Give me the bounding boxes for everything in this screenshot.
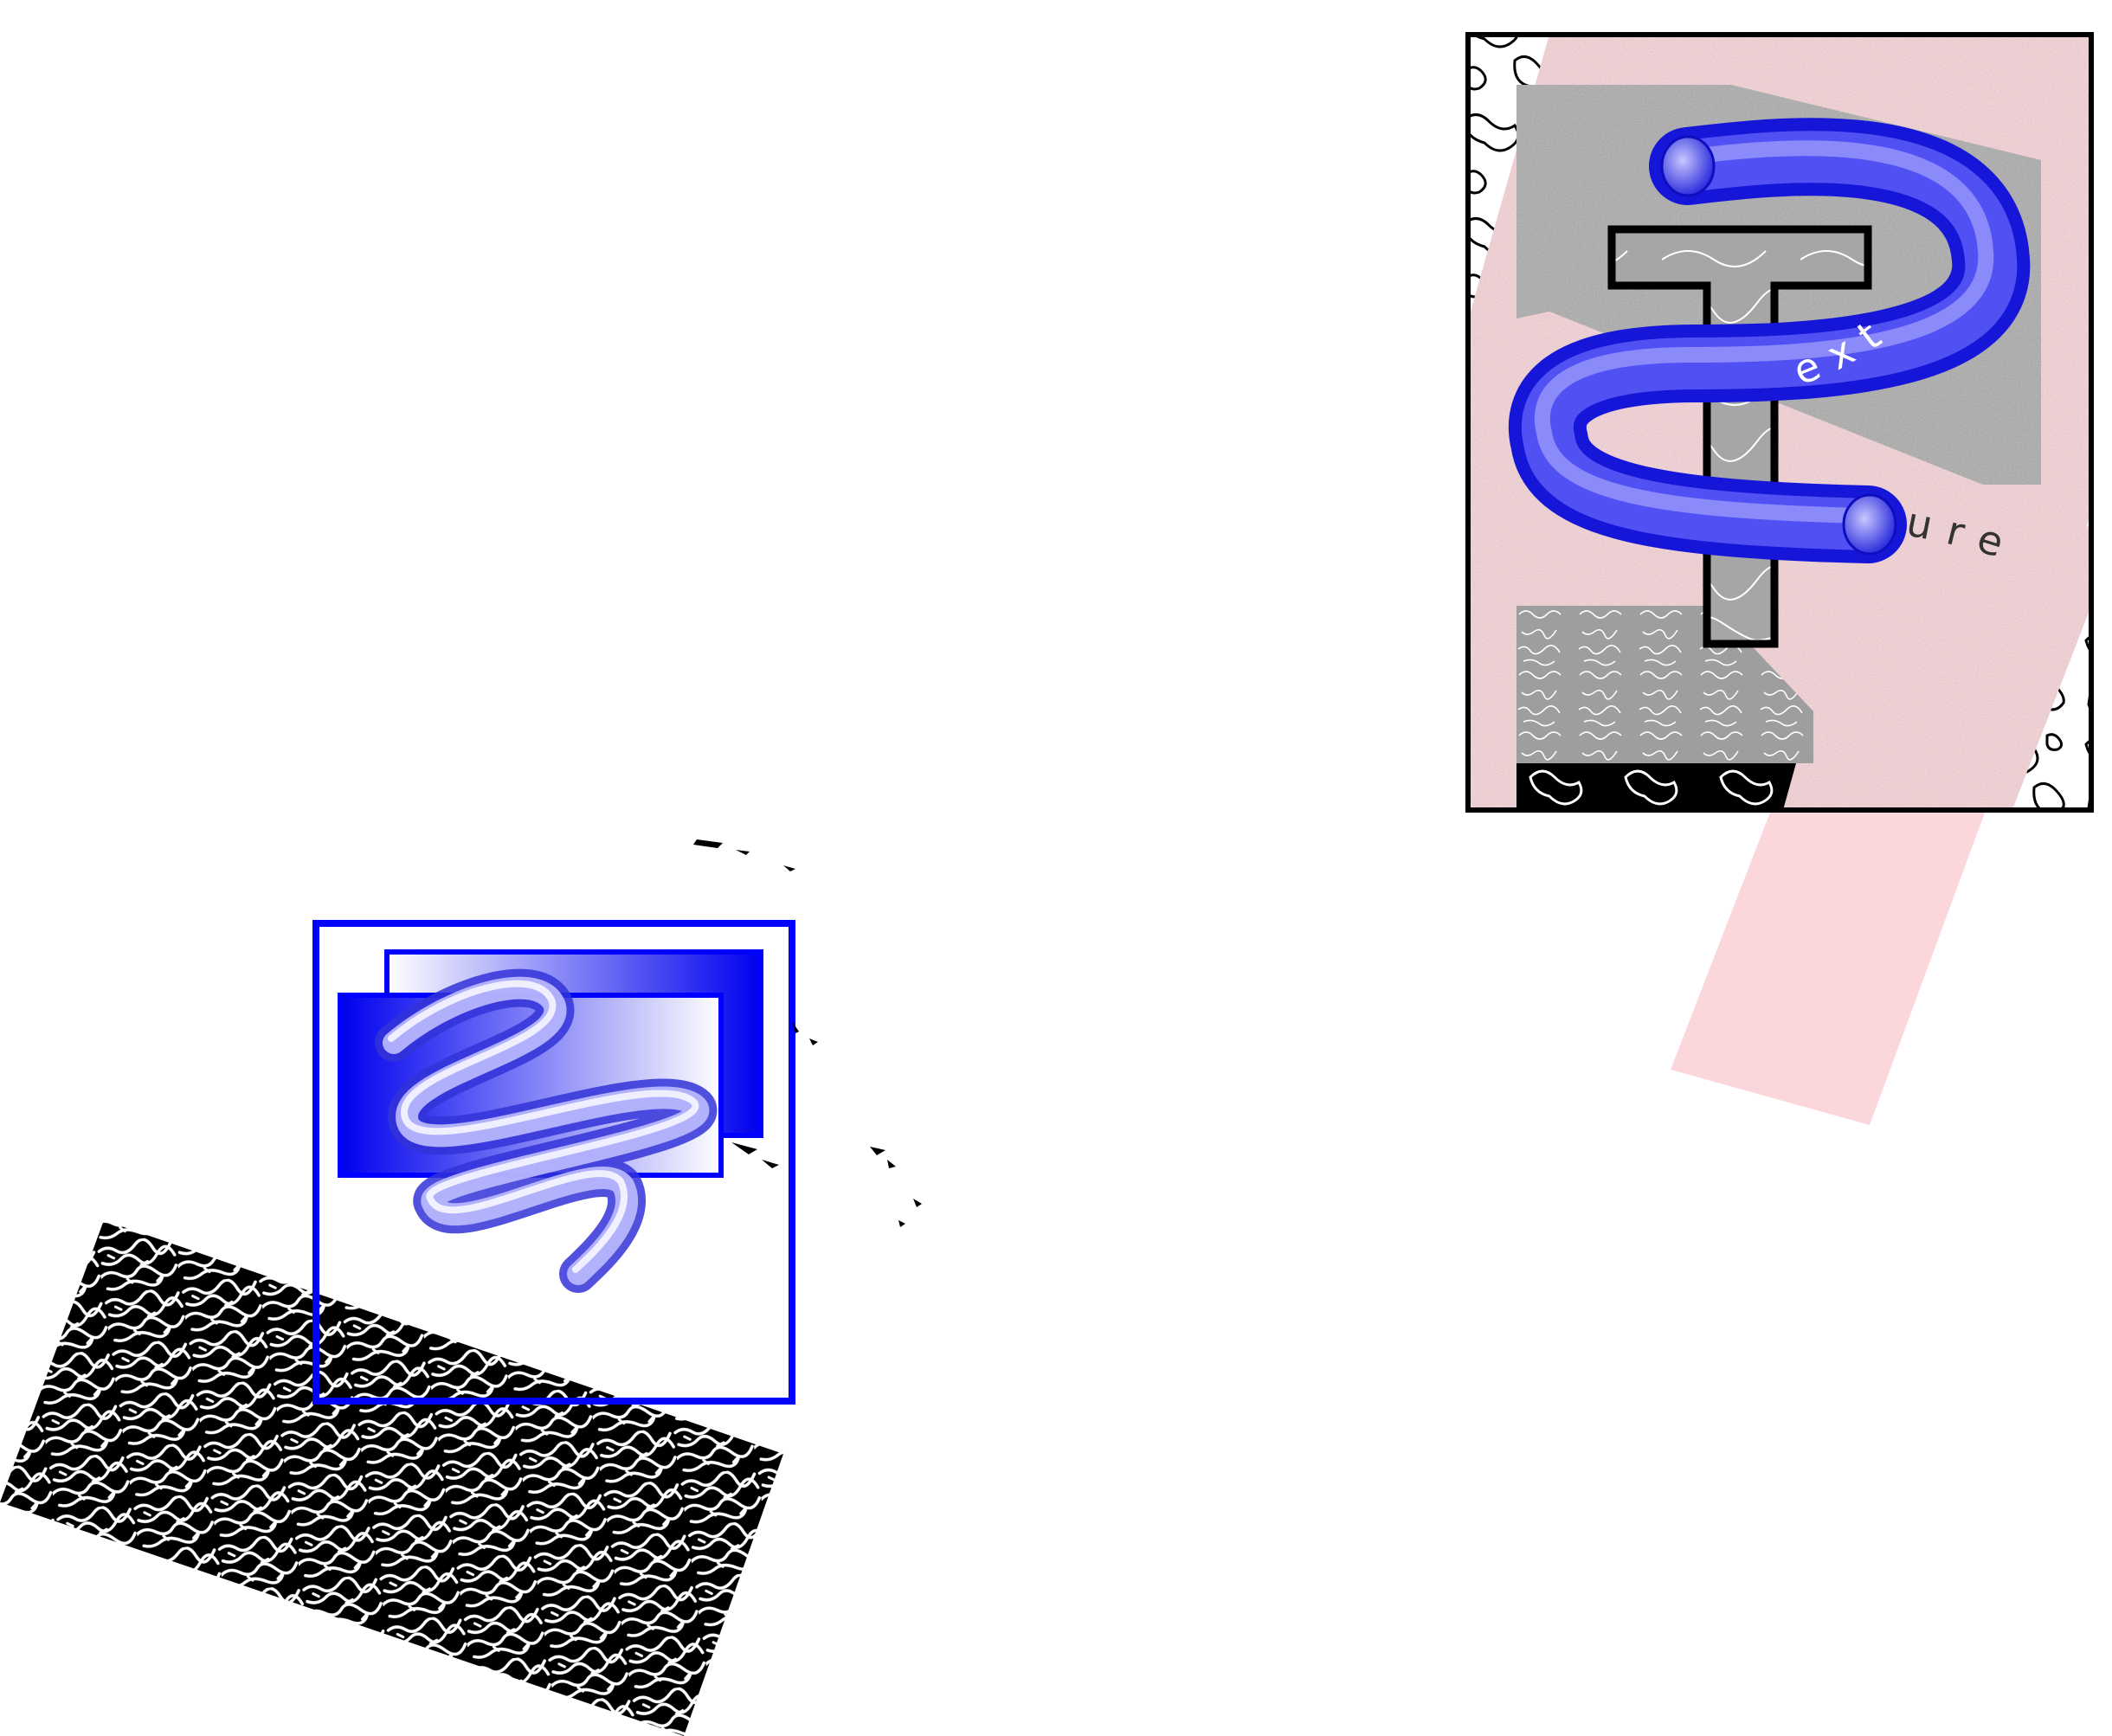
blue-square-outline [312, 920, 795, 1405]
tube-end-top [1660, 135, 1716, 197]
scribble-slab [0, 1220, 783, 1736]
blue-squiggle-tube [375, 968, 718, 1293]
blue-tube [1508, 118, 2031, 563]
poster-frame [1465, 32, 2094, 813]
letter-t-outline [1607, 225, 1872, 648]
black-strip [1516, 763, 1796, 810]
left-composition [0, 839, 922, 1736]
ink-specks [693, 839, 922, 1227]
texture-poster: ext ure [1465, 32, 2094, 1125]
pink-strip [1671, 779, 1991, 1125]
tube-end-bottom [1842, 493, 1897, 556]
